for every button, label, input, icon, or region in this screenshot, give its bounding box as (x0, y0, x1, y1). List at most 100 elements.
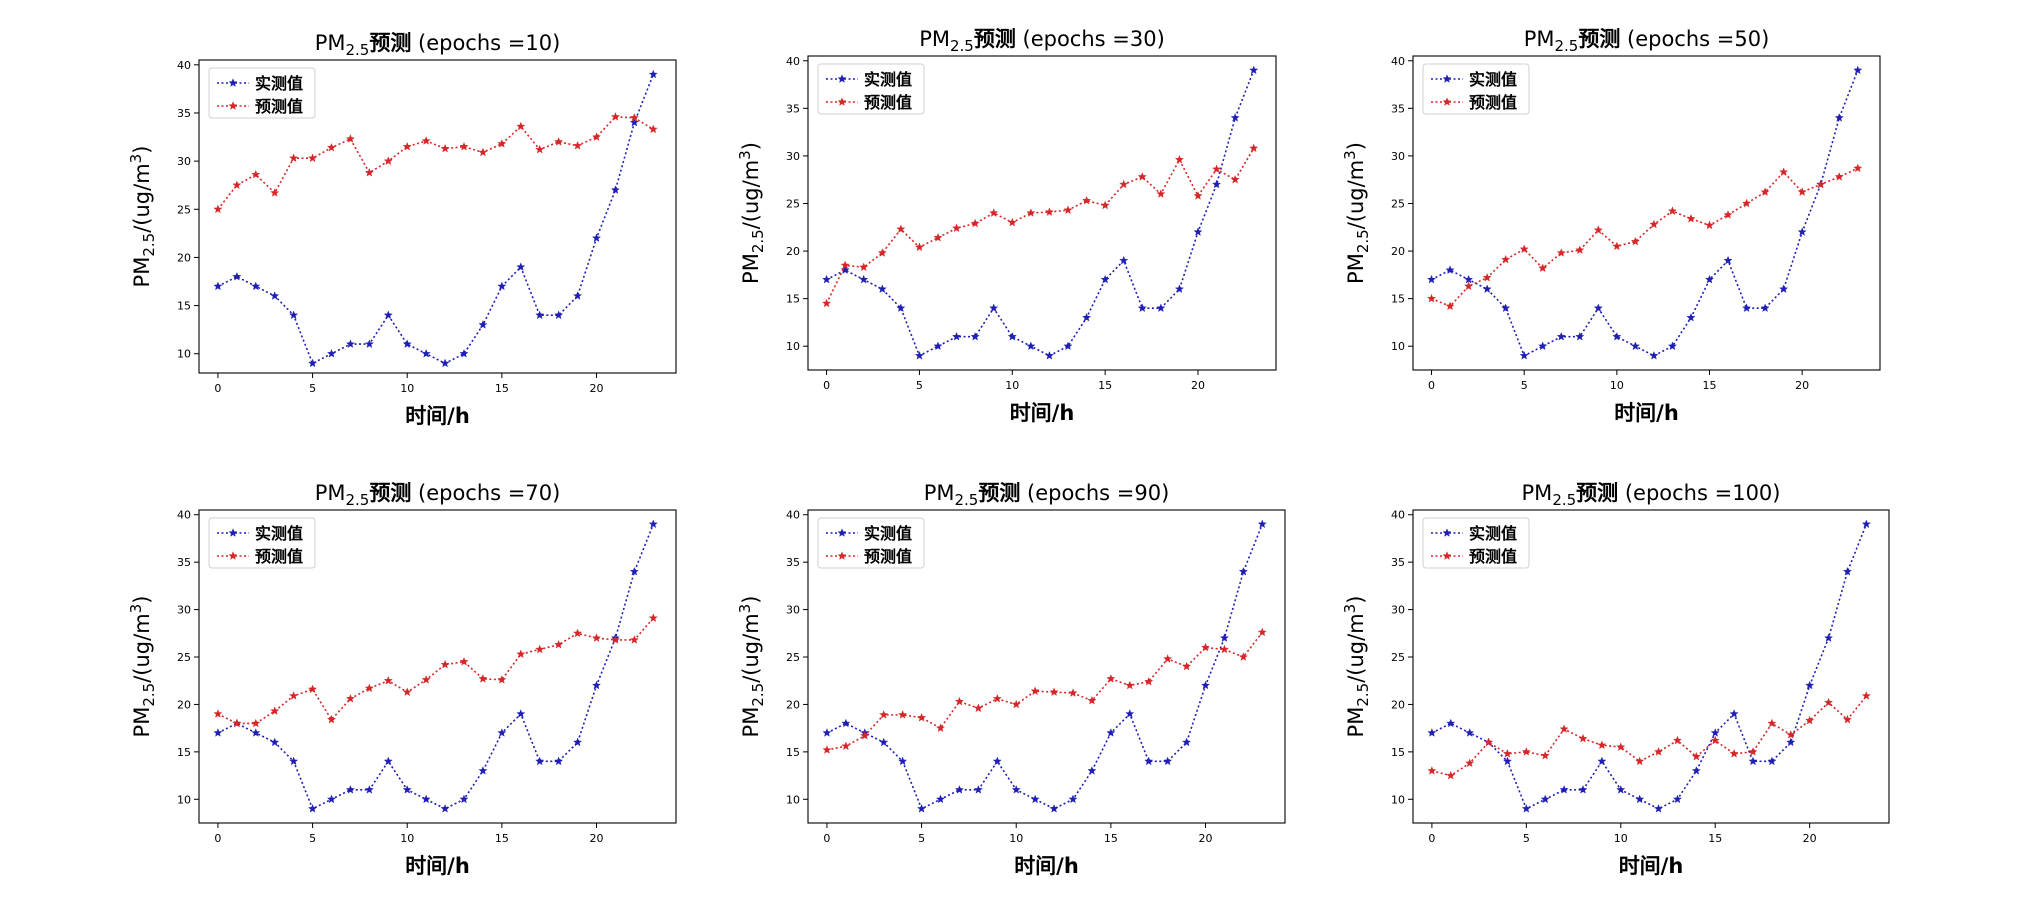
series-line (1431, 167, 1859, 308)
x-tick-label: 20 (1795, 379, 1809, 392)
data-point (610, 112, 620, 121)
x-tick-label: 20 (1199, 832, 1213, 845)
y-axis-label: PM2.5/(ug/m3) (736, 142, 767, 284)
data-point (1257, 627, 1267, 637)
series-line (217, 74, 655, 365)
data-point (1824, 697, 1834, 707)
series-predicted (213, 613, 658, 728)
data-point (326, 142, 337, 152)
data-point (497, 139, 507, 148)
data-point (1063, 205, 1073, 214)
data-point (1824, 633, 1834, 642)
legend-label: 预测值 (255, 97, 303, 116)
data-point (573, 628, 583, 638)
data-point (1723, 210, 1733, 219)
data-point (573, 291, 583, 300)
data-point (1427, 274, 1437, 284)
x-axis-label: 时间/h (1014, 854, 1079, 878)
data-point (345, 785, 355, 794)
data-point (270, 188, 280, 197)
data-point (1427, 766, 1437, 775)
y-tick-label: 30 (1391, 604, 1405, 617)
data-point (629, 635, 639, 644)
data-point (1797, 187, 1807, 196)
data-point (516, 649, 526, 659)
data-point (1538, 263, 1548, 273)
data-point (917, 804, 927, 813)
data-point (421, 136, 431, 145)
data-point (573, 140, 583, 150)
data-point (1691, 766, 1701, 775)
data-point (440, 659, 450, 669)
data-point (629, 113, 639, 122)
data-point (629, 566, 639, 576)
series-line (826, 523, 1264, 810)
data-point (1556, 248, 1566, 257)
data-point (1446, 718, 1456, 728)
y-tick-label: 15 (786, 293, 800, 306)
data-point (917, 712, 927, 722)
data-point (1044, 207, 1054, 216)
data-point (1704, 220, 1715, 230)
series-actual (822, 65, 1259, 360)
data-point (1238, 566, 1248, 576)
data-point (478, 147, 488, 157)
data-point (1519, 350, 1529, 360)
y-tick-label: 10 (177, 348, 191, 361)
data-point (497, 728, 507, 737)
y-tick-label: 15 (177, 300, 191, 313)
data-point (1779, 167, 1789, 176)
y-tick-label: 40 (177, 59, 191, 72)
data-point (1445, 265, 1455, 274)
x-tick-label: 5 (918, 832, 925, 845)
data-point (421, 794, 431, 804)
y-tick-label: 25 (177, 651, 191, 664)
data-point (1174, 154, 1184, 164)
data-point (1144, 676, 1154, 686)
x-tick-label: 10 (1610, 379, 1624, 392)
y-axis-label: PM2.5/(ug/m3) (127, 596, 158, 738)
data-point (1729, 749, 1739, 758)
data-point (345, 693, 355, 703)
series-predicted (822, 627, 1267, 754)
data-point (1445, 301, 1455, 311)
legend-label: 实测值 (864, 70, 912, 89)
data-point (1030, 686, 1040, 696)
data-point (459, 348, 469, 358)
y-axis-label: PM2.5/(ug/m3) (736, 596, 767, 738)
series-predicted (822, 143, 1259, 308)
data-point (213, 728, 223, 737)
chart-panel-3: 0 5 10 15 20 10 15 20 25 30 35 40 PM2.5预测 (epochs =5… (1341, 27, 1881, 425)
data-point (1635, 756, 1645, 766)
data-point (1044, 350, 1054, 360)
data-point (232, 180, 242, 190)
chart-title: PM2.5预测 (epochs =100) (1522, 481, 1781, 509)
data-point (1786, 737, 1796, 747)
data-point (992, 693, 1002, 703)
x-tick-label: 15 (495, 382, 509, 395)
chart-panel-4: 0 5 10 15 20 10 15 20 25 30 35 40 PM2.5预测 (epochs =7… (127, 481, 677, 878)
data-point (535, 644, 545, 654)
data-point (1137, 172, 1147, 181)
data-point (1030, 794, 1040, 804)
legend-marker (228, 78, 238, 87)
data-point (879, 737, 889, 747)
legend-marker (228, 551, 238, 560)
data-point (1612, 241, 1622, 251)
data-point (877, 248, 887, 257)
series-line (825, 147, 1255, 304)
data-point (383, 156, 393, 165)
data-point (973, 785, 983, 794)
y-tick-label: 40 (786, 509, 800, 522)
data-point (421, 348, 431, 358)
series-actual (1427, 65, 1863, 360)
data-point (1212, 164, 1222, 174)
data-point (289, 153, 299, 163)
data-point (648, 69, 658, 79)
x-tick-label: 0 (214, 832, 221, 845)
data-point (1578, 785, 1588, 794)
data-point (1593, 303, 1603, 313)
data-point (1119, 255, 1129, 265)
